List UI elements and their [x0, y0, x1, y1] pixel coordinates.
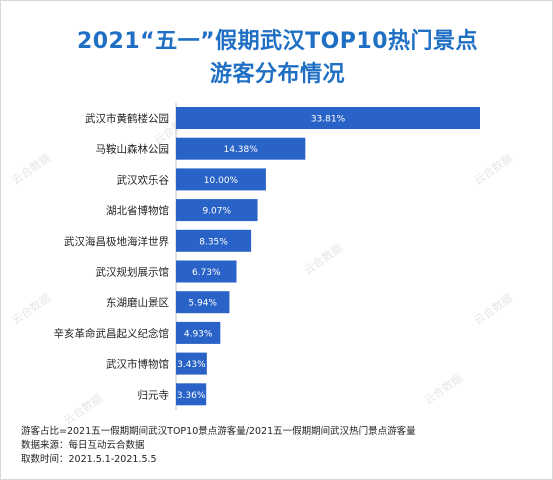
period-value: 2021.5.1-2021.5.5	[68, 454, 157, 465]
footnote-period: 取数时间：2021.5.1-2021.5.5	[21, 453, 416, 467]
value-label: 9.07%	[202, 207, 231, 217]
category-label: 武汉市黄鹤楼公园	[85, 112, 169, 125]
value-label: 5.94%	[188, 299, 217, 309]
bar	[176, 321, 221, 344]
category-label: 东湖磨山景区	[106, 296, 169, 309]
bar	[176, 291, 230, 314]
source-value: 每日互动云合数据	[68, 440, 145, 451]
bar	[176, 168, 266, 191]
source-label: 数据来源：	[21, 440, 69, 451]
category-label: 湖北省博物馆	[106, 204, 169, 217]
category-label: 武汉规划展示馆	[96, 266, 170, 279]
bar	[176, 229, 252, 252]
value-label: 3.43%	[177, 360, 206, 370]
chart-title: 2021“五一”假期武汉TOP10热门景点	[76, 29, 479, 54]
category-label: 武汉海昌极地海洋世界	[64, 235, 169, 248]
chart-subtitle: 游客分布情况	[209, 62, 345, 87]
value-label: 33.81%	[311, 115, 346, 125]
value-label: 10.00%	[204, 176, 239, 186]
category-label: 武汉欢乐谷	[117, 173, 170, 186]
bar	[176, 199, 258, 222]
value-label: 14.38%	[223, 145, 258, 155]
bar-chart: 武汉市黄鹤楼公园 33.81% 马鞍山森林公园 14.38% 武汉欢乐谷 10.00% 湖北…	[54, 103, 480, 410]
category-label: 武汉市博物馆	[106, 358, 169, 371]
footnote-source: 数据来源：每日互动云合数据	[21, 439, 416, 453]
chart-footer: 游客占比=2021五一假期期间武汉TOP10景点游客量/2021五一假期期间武汉…	[21, 425, 416, 467]
bar	[176, 137, 306, 160]
period-label: 取数时间：	[21, 454, 69, 465]
footnote-definition: 游客占比=2021五一假期期间武汉TOP10景点游客量/2021五一假期期间武汉…	[21, 426, 416, 437]
value-label: 4.93%	[184, 329, 213, 339]
value-label: 3.36%	[177, 391, 206, 401]
value-label: 8.35%	[199, 237, 228, 247]
category-label: 归元寺	[138, 388, 170, 401]
category-label: 辛亥革命武昌起义纪念馆	[54, 327, 170, 340]
bar	[176, 260, 237, 283]
bar	[176, 352, 207, 375]
category-label: 马鞍山森林公园	[96, 143, 170, 156]
value-label: 6.73%	[192, 268, 221, 278]
bar	[176, 383, 207, 406]
bar	[176, 107, 480, 129]
